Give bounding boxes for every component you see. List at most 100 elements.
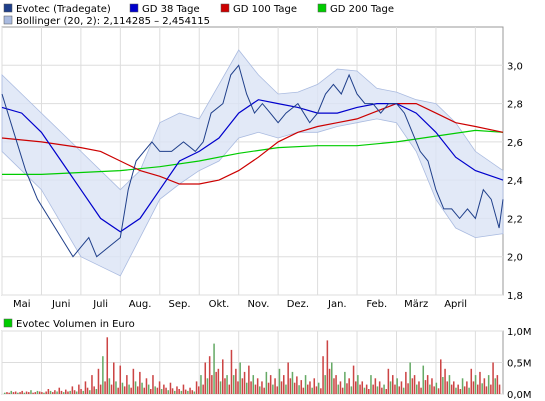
volume-bar	[267, 382, 270, 394]
volume-bar	[139, 371, 141, 394]
volume-bar	[335, 375, 337, 394]
volume-bar	[307, 384, 309, 394]
volume-bar	[324, 375, 326, 394]
y-tick-label: 2,4	[507, 176, 523, 187]
volume-bar	[235, 368, 237, 394]
volume-bar	[333, 378, 335, 395]
volume-bar	[4, 392, 6, 394]
volume-bar	[75, 391, 78, 394]
volume-bar	[494, 378, 497, 395]
legend-swatch	[3, 318, 13, 328]
volume-bar	[150, 389, 152, 394]
volume-bar	[34, 392, 37, 394]
y-axis-main: 1,8 2,0 2,2 2,4 2,6 2,8 3,0	[507, 61, 523, 302]
volume-bar	[62, 392, 65, 394]
volume-bar	[409, 362, 411, 394]
legend-swatch	[3, 3, 13, 13]
volume-bar	[143, 387, 146, 394]
volume-bar	[191, 390, 194, 394]
volume-bar	[422, 365, 425, 394]
volume-bar	[289, 378, 292, 395]
volume-bar	[387, 368, 390, 394]
volume-bar	[424, 380, 427, 394]
volume-bar	[110, 384, 113, 394]
volume-bar	[17, 392, 19, 394]
volume-bar	[440, 359, 442, 394]
bollinger-area	[1, 49, 504, 277]
volume-bar	[416, 384, 418, 394]
volume-bar	[206, 378, 209, 395]
bollinger-band	[1, 49, 504, 277]
volume-bar	[222, 359, 224, 394]
volume-bar	[106, 337, 109, 394]
volume-bar	[372, 384, 374, 394]
volume-bar	[160, 389, 163, 394]
volume-bar	[363, 387, 366, 394]
volume-bar	[374, 378, 377, 395]
volume-bar	[23, 392, 26, 394]
volume-bar	[470, 368, 473, 394]
volume-bar	[182, 384, 185, 394]
volume-bar	[226, 375, 228, 394]
volume-bar	[433, 386, 435, 394]
volume-bar	[254, 384, 257, 394]
volume-bar	[278, 368, 281, 394]
x-axis: Mai Juni Juli Aug. Sep. Okt. Nov. Dez. Jan. Feb. M…	[13, 299, 467, 310]
volume-bar	[346, 383, 348, 394]
volume-bar	[320, 388, 322, 394]
volume-bar	[195, 381, 198, 394]
volume-bar	[193, 391, 196, 394]
volume-bar	[448, 375, 451, 394]
volume-bar	[394, 384, 396, 394]
x-tick-label: Juli	[92, 299, 108, 310]
volume-bar	[126, 375, 128, 394]
x-tick-label: Sep.	[169, 299, 191, 310]
volume-bar	[246, 382, 248, 394]
volume-bar	[350, 386, 353, 394]
volume-bar	[232, 375, 235, 394]
volume-bar	[259, 386, 261, 394]
volume-bar	[41, 392, 43, 394]
volume-bar	[400, 381, 403, 394]
volume-bar	[359, 384, 361, 394]
volume-bar	[163, 384, 165, 394]
volume-bar	[293, 382, 296, 394]
volume-bars	[4, 337, 501, 395]
y-axis-volume: 0,0M 0,5M 1,0M	[507, 327, 532, 401]
volume-bar	[99, 384, 102, 394]
volume-bar	[459, 389, 462, 394]
legend-volume: Evotec Volumen in Euro	[3, 318, 135, 330]
x-tick-label: Nov.	[247, 299, 269, 310]
volume-bar	[256, 378, 259, 395]
volume-bar	[154, 386, 156, 394]
volume-bar	[8, 392, 10, 394]
volume-bar	[261, 381, 263, 394]
volume-bar	[413, 375, 416, 394]
volume-bar	[45, 391, 47, 394]
x-tick-label: Dez.	[287, 299, 309, 310]
volume-bar	[6, 392, 8, 394]
volume-bar	[47, 389, 50, 394]
volume-bar	[357, 375, 359, 394]
volume-bar	[309, 381, 311, 394]
volume-bar	[331, 362, 333, 394]
volume-bar	[78, 384, 80, 394]
volume-bar	[73, 390, 76, 394]
volume-bar	[442, 377, 444, 394]
volume-bar	[171, 388, 174, 394]
volume-bar	[128, 384, 130, 394]
volume-bar	[134, 381, 137, 394]
volume-bar	[58, 387, 61, 394]
volume-bar	[71, 386, 74, 394]
volume-bar	[25, 391, 28, 394]
volume-bar	[130, 387, 132, 394]
volume-bar	[265, 371, 268, 394]
volume-bar	[141, 382, 143, 394]
volume-bar	[104, 381, 106, 394]
volume-bar	[429, 384, 431, 394]
volume-bar	[457, 384, 459, 394]
volume-bar	[304, 375, 307, 394]
volume-bar	[468, 387, 470, 394]
series-line	[1, 102, 504, 185]
